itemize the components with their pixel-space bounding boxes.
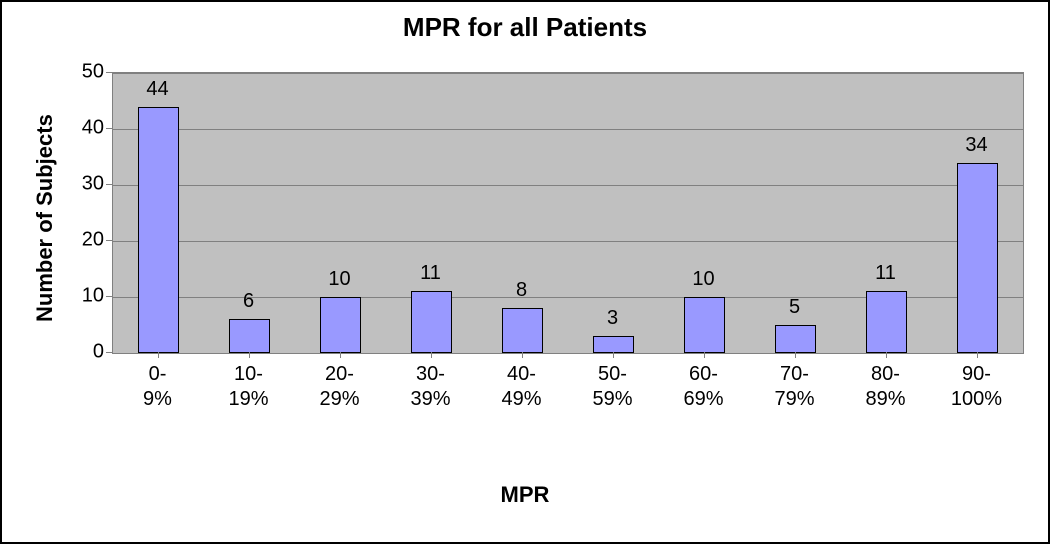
bar-value-label: 34	[965, 134, 987, 157]
bar-value-label: 10	[692, 268, 714, 291]
x-tick-mark	[340, 352, 341, 358]
bar-value-label: 10	[328, 268, 350, 291]
x-tick-label: 80-89%	[842, 362, 928, 412]
gridline	[113, 353, 1023, 354]
gridline	[113, 129, 1023, 130]
bar	[866, 291, 907, 353]
x-tick-label: 20-29%	[296, 362, 382, 412]
x-tick-label: 30-39%	[387, 362, 473, 412]
y-tick-label: 40	[64, 117, 104, 140]
y-tick-mark	[106, 72, 112, 73]
gridline	[113, 241, 1023, 242]
bar-value-label: 11	[875, 262, 896, 285]
x-tick-label: 90-100%	[933, 362, 1019, 412]
x-tick-mark	[522, 352, 523, 358]
x-tick-mark	[795, 352, 796, 358]
y-tick-label: 10	[64, 285, 104, 308]
x-tick-label: 60-69%	[660, 362, 746, 412]
x-tick-mark	[613, 352, 614, 358]
bar	[957, 163, 998, 353]
x-tick-mark	[249, 352, 250, 358]
bar	[229, 319, 270, 353]
y-tick-mark	[106, 128, 112, 129]
chart-title: MPR for all Patients	[2, 12, 1048, 43]
x-tick-mark	[431, 352, 432, 358]
y-tick-mark	[106, 352, 112, 353]
x-tick-mark	[158, 352, 159, 358]
y-tick-mark	[106, 184, 112, 185]
bar	[138, 107, 179, 353]
bar	[684, 297, 725, 353]
x-tick-label: 70-79%	[751, 362, 837, 412]
gridline	[113, 185, 1023, 186]
bar-value-label: 5	[789, 296, 800, 319]
x-tick-label: 50-59%	[569, 362, 655, 412]
x-tick-label: 10-19%	[205, 362, 291, 412]
x-tick-mark	[977, 352, 978, 358]
bar-value-label: 6	[243, 290, 254, 313]
y-tick-mark	[106, 240, 112, 241]
gridline	[113, 73, 1023, 74]
bar-value-label: 44	[146, 78, 168, 101]
y-tick-mark	[106, 296, 112, 297]
bar	[411, 291, 452, 353]
bar	[775, 325, 816, 353]
x-tick-label: 0-9%	[114, 362, 200, 412]
bar-value-label: 11	[420, 262, 441, 285]
y-tick-label: 20	[64, 229, 104, 252]
y-tick-label: 50	[64, 61, 104, 84]
bar-value-label: 3	[607, 307, 618, 330]
bar	[593, 336, 634, 353]
chart-frame: MPR for all Patients Number of Subjects …	[0, 0, 1050, 544]
y-tick-label: 0	[64, 341, 104, 364]
bar	[320, 297, 361, 353]
x-tick-mark	[704, 352, 705, 358]
y-axis-label: Number of Subjects	[32, 114, 58, 322]
bar	[502, 308, 543, 353]
x-axis-label: MPR	[2, 482, 1048, 508]
bar-value-label: 8	[516, 279, 527, 302]
x-tick-label: 40-49%	[478, 362, 564, 412]
x-tick-mark	[886, 352, 887, 358]
y-tick-label: 30	[64, 173, 104, 196]
